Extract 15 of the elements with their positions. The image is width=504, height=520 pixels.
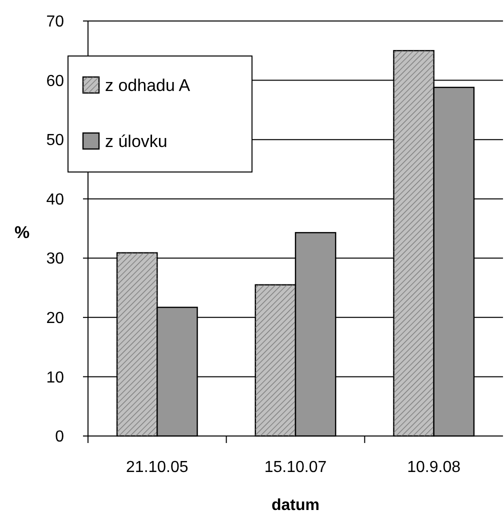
y-tick-label: 30 xyxy=(46,250,64,268)
x-axis-title: datum xyxy=(272,497,320,514)
y-tick-label: 20 xyxy=(46,310,64,328)
y-axis-title: % xyxy=(14,223,30,242)
x-tick-label: 15.10.07 xyxy=(264,459,327,476)
y-tick-label: 10 xyxy=(46,369,64,386)
y-tick-label: 0 xyxy=(55,428,64,446)
x-tick-label: 10.9.08 xyxy=(407,459,461,476)
legend-label: z odhadu A xyxy=(105,76,191,95)
x-tick-label: 21.10.05 xyxy=(126,459,188,476)
legend-label: z úlovku xyxy=(105,132,168,151)
y-tick-label: 70 xyxy=(46,14,64,31)
y-tick-label: 60 xyxy=(46,72,64,90)
y-tick-label: 50 xyxy=(46,132,64,150)
y-tick-label: 40 xyxy=(46,191,64,208)
